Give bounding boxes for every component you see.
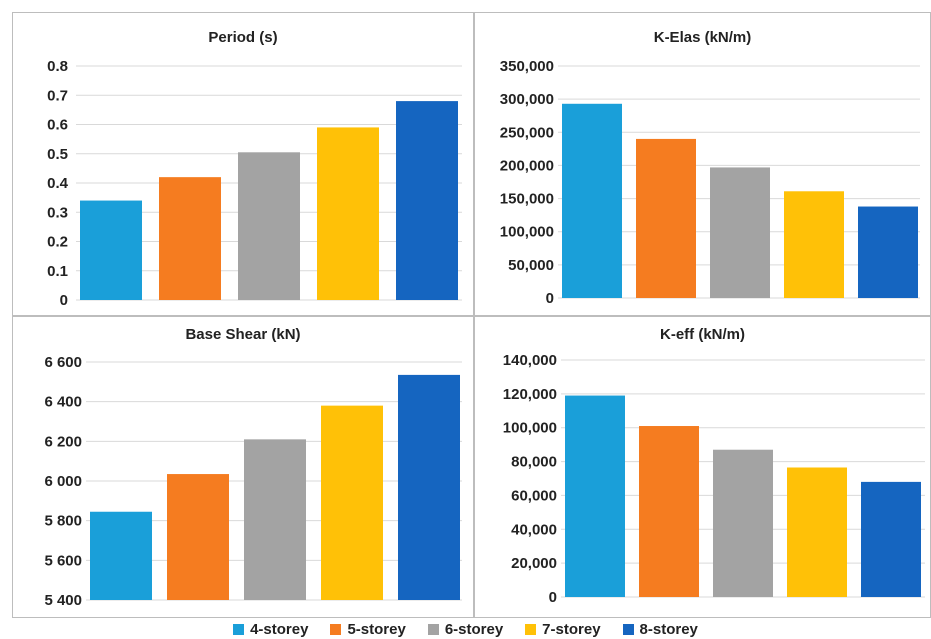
y-tick-label: 0 — [546, 290, 554, 307]
y-tick-label: 100,000 — [500, 224, 554, 241]
y-tick-label: 0.3 — [47, 204, 68, 221]
y-tick-label: 6 600 — [44, 354, 82, 371]
bar-5-storey — [636, 138, 696, 298]
y-tick-label: 0.5 — [47, 146, 68, 163]
legend-swatch — [330, 623, 342, 635]
y-tick-label: 300,000 — [500, 91, 554, 108]
bar-4-storey — [90, 511, 152, 600]
chart-title: Base Shear (kN) — [185, 326, 300, 343]
y-tick-label: 140,000 — [503, 352, 557, 369]
legend-item: 5-storey — [330, 620, 406, 638]
bar-6-storey — [713, 449, 773, 597]
bar-7-storey — [784, 191, 844, 298]
bar-8-storey — [858, 206, 918, 298]
y-tick-label: 0.4 — [47, 175, 69, 192]
legend-label: 8-storey — [639, 620, 698, 638]
y-tick-label: 120,000 — [503, 386, 557, 403]
chart-title: K-eff (kN/m) — [660, 326, 745, 343]
chart-panel-k-eff: K-eff (kN/m) 0 20,000 40,000 60,000 80,000 100… — [474, 316, 931, 618]
y-tick-label: 0.8 — [47, 58, 68, 75]
bar-5-storey — [159, 177, 221, 300]
legend: 4-storey 5-storey 6-storey 7-storey 8-st… — [0, 619, 931, 639]
legend-label: 5-storey — [347, 620, 406, 638]
y-tick-label: 6 200 — [44, 433, 82, 450]
bar-7-storey — [321, 405, 383, 600]
y-tick-label: 350,000 — [500, 58, 554, 75]
y-tick-label: 5 800 — [44, 513, 82, 530]
bar-7-storey — [787, 467, 847, 597]
legend-item: 7-storey — [525, 620, 601, 638]
bar-5-storey — [167, 474, 229, 600]
legend-label: 4-storey — [250, 620, 309, 638]
y-tick-label: 0.6 — [47, 117, 68, 134]
legend-label: 6-storey — [444, 620, 504, 638]
bar-6-storey — [710, 167, 770, 298]
bar-8-storey — [861, 481, 921, 597]
legend-item: 6-storey — [427, 620, 504, 638]
panel-border — [12, 316, 474, 618]
bar-6-storey — [244, 439, 306, 600]
bar-7-storey — [317, 127, 379, 300]
y-tick-label: 0 — [60, 292, 68, 309]
y-tick-label: 40,000 — [511, 521, 557, 538]
y-tick-label: 6 400 — [44, 394, 82, 411]
y-tick-label: 50,000 — [508, 257, 554, 274]
y-tick-label: 0 — [549, 589, 557, 606]
panel-border — [474, 316, 931, 618]
legend-swatch — [622, 623, 634, 635]
bar-5-storey — [639, 426, 699, 597]
legend-item: 4-storey — [233, 621, 308, 638]
chart-panel-base-shear: Base Shear (kN) 5 400 5 600 5 800 6 000 6 200… — [12, 316, 474, 618]
chart-panel-k-elas: K-Elas (kN/m) 0 50,000 100,000 150,000 200,00… — [474, 12, 931, 316]
y-tick-label: 60,000 — [511, 487, 557, 504]
y-tick-label: 0.1 — [47, 263, 68, 280]
y-tick-label: 6 000 — [44, 473, 82, 490]
y-tick-label: 5 600 — [44, 552, 82, 569]
y-tick-label: 5 400 — [44, 592, 82, 609]
legend-item: 8-storey — [622, 620, 698, 638]
bar-6-storey — [238, 152, 300, 300]
bar-4-storey — [565, 395, 625, 597]
y-tick-label: 150,000 — [500, 191, 554, 208]
y-tick-label: 100,000 — [503, 420, 557, 437]
bar-4-storey — [80, 200, 142, 300]
legend-swatch — [427, 623, 439, 635]
chart-title: K-Elas (kN/m) — [654, 29, 752, 46]
y-tick-label: 20,000 — [511, 555, 557, 572]
y-tick-label: 80,000 — [511, 454, 557, 471]
bar-8-storey — [396, 101, 458, 300]
y-tick-label: 0.7 — [47, 87, 68, 104]
bar-4-storey — [562, 103, 622, 298]
legend-swatch — [233, 623, 245, 635]
legend-label: 7-storey — [542, 620, 601, 638]
bar-8-storey — [398, 374, 460, 600]
chart-title: Period (s) — [208, 29, 277, 46]
y-tick-label: 200,000 — [500, 157, 554, 174]
y-tick-label: 0.2 — [47, 234, 68, 251]
y-tick-label: 250,000 — [500, 124, 554, 141]
chart-panel-period: Period (s) 0 0.1 0.2 0.3 0.4 0.5 0.6 0.7 0.8 — [12, 12, 474, 316]
legend-swatch — [525, 623, 537, 635]
